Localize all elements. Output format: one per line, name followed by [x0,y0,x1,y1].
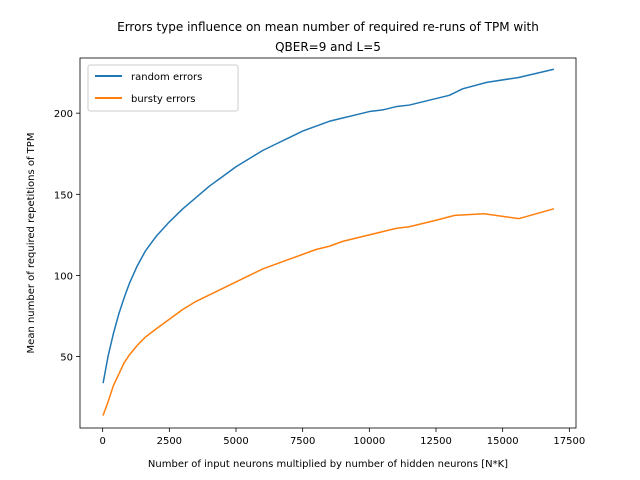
legend-label-random-errors: random errors [131,72,202,83]
x-tick-label: 15000 [487,436,519,447]
y-tick-label: 100 [54,271,73,282]
y-axis-ticks: 50 100 150 200 [54,109,80,364]
legend: random errors bursty errors [87,64,239,112]
plot-area [79,57,577,429]
chart-title-line-2: QBER=9 and L=5 [275,40,381,54]
series-line-random-errors [102,68,555,384]
legend-box [87,64,239,112]
y-tick-label: 150 [54,190,73,201]
legend-label-bursty-errors: bursty errors [131,94,195,105]
x-axis-ticks: 0 2500 5000 7500 10000 12500 15000 17500 [99,428,585,447]
plot-frame [79,57,577,429]
series-line-bursty-errors [102,208,555,416]
series-layer [102,68,555,416]
x-tick-label: 7500 [290,436,315,447]
x-tick-label: 2500 [157,436,182,447]
y-axis-label: Mean number of required repetitions of T… [26,133,37,354]
x-tick-label: 10000 [353,436,385,447]
x-tick-label: 12500 [420,436,452,447]
y-tick-label: 50 [60,353,73,364]
x-axis-label: Number of input neurons multiplied by nu… [148,459,508,470]
x-tick-label: 5000 [223,436,248,447]
chart-title-line-1: Errors type influence on mean number of … [117,20,539,34]
x-tick-label: 0 [99,436,105,447]
x-tick-label: 17500 [553,436,585,447]
y-tick-label: 200 [54,109,73,120]
